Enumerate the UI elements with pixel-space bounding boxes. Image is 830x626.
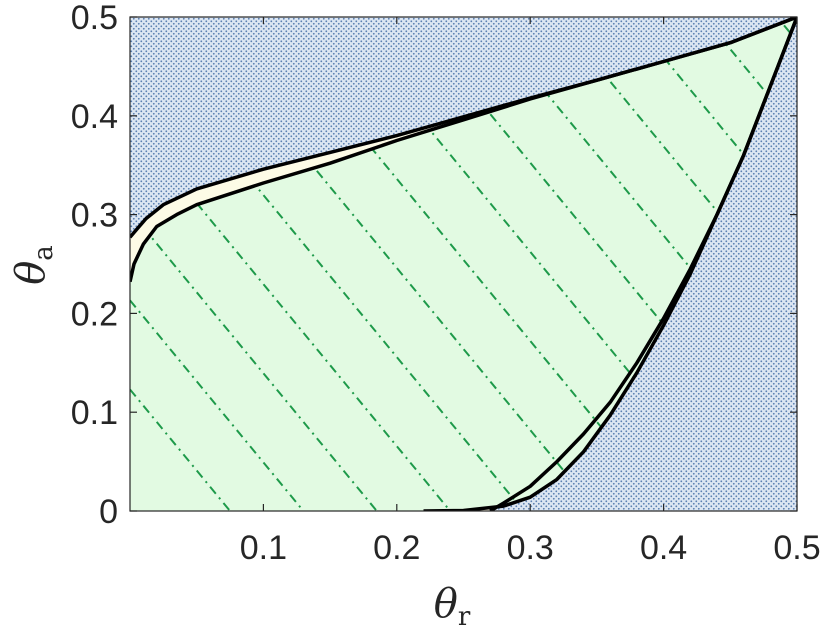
hatch-line-5 — [130, 32, 525, 511]
x-tick-label: 0.3 — [507, 529, 554, 567]
hatch-line-1 — [130, 388, 231, 511]
hatch-line-6 — [130, 17, 598, 511]
y-tick-label: 0.3 — [71, 197, 118, 235]
y-tick-label: 0.1 — [71, 394, 118, 432]
plot-area — [129, 16, 798, 512]
hatch-line-3 — [130, 210, 378, 511]
main-hatched-lower-curve — [423, 17, 797, 511]
x-axis: 0.1 0.2 0.3 0.4 0.5 — [240, 17, 821, 567]
x-tick-label: 0.1 — [240, 529, 287, 567]
y-tick-label: 0.2 — [71, 295, 118, 333]
hatch-line-2 — [130, 299, 305, 511]
x-tick-label: 0.5 — [773, 529, 820, 567]
x-axis-label: θr — [434, 581, 471, 626]
y-tick-label: 0.5 — [71, 0, 118, 37]
y-tick-label: 0.4 — [71, 98, 118, 136]
x-tick-label: 0.2 — [373, 529, 420, 567]
y-axis-label: θa — [8, 245, 59, 285]
hatch-line-7 — [130, 17, 672, 511]
main-region — [130, 17, 797, 511]
y-axis: 0 0.1 0.2 0.3 0.4 0.5 — [71, 0, 797, 531]
x-tick-label: 0.4 — [640, 529, 687, 567]
region-layer — [130, 17, 797, 511]
boundary-curves — [130, 17, 797, 511]
y-tick-label: 0 — [99, 493, 118, 531]
main-hatched-upper-curve — [130, 17, 797, 283]
svg-text:θa: θa — [8, 245, 59, 285]
plot-frame — [129, 16, 798, 512]
